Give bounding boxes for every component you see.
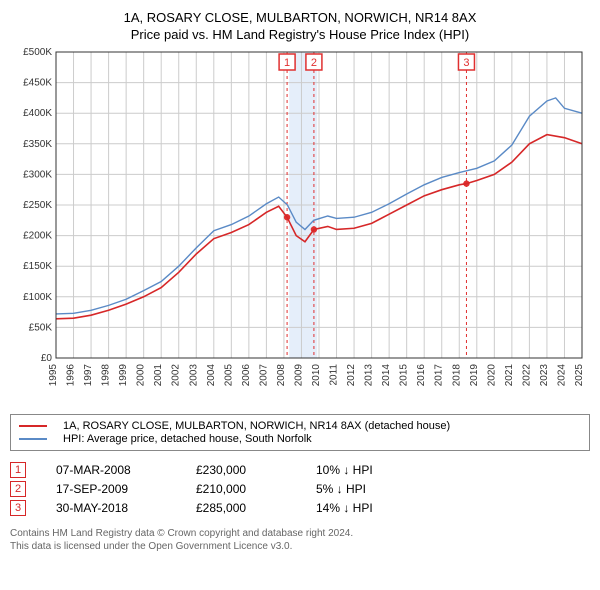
svg-text:2005: 2005 [223, 364, 234, 387]
legend-label: 1A, ROSARY CLOSE, MULBARTON, NORWICH, NR… [63, 420, 450, 432]
svg-text:2019: 2019 [469, 364, 480, 387]
svg-text:1998: 1998 [101, 364, 112, 387]
svg-text:£400K: £400K [23, 108, 52, 119]
event-date: 17-SEP-2009 [56, 482, 166, 496]
svg-text:£100K: £100K [23, 292, 52, 303]
event-row: 2 17-SEP-2009 £210,000 5% ↓ HPI [10, 481, 590, 497]
svg-text:2018: 2018 [451, 364, 462, 387]
svg-text:2010: 2010 [311, 364, 322, 387]
event-price: £230,000 [196, 463, 286, 477]
svg-text:£150K: £150K [23, 261, 52, 272]
event-marker: 3 [10, 500, 26, 516]
event-delta: 10% ↓ HPI [316, 463, 436, 477]
svg-text:£0: £0 [41, 353, 53, 364]
footer-line-1: Contains HM Land Registry data © Crown c… [10, 527, 590, 540]
svg-text:£500K: £500K [23, 48, 52, 58]
svg-text:2021: 2021 [504, 364, 515, 387]
event-price: £210,000 [196, 482, 286, 496]
svg-text:2003: 2003 [188, 364, 199, 387]
svg-text:1997: 1997 [83, 364, 94, 387]
svg-text:2007: 2007 [258, 364, 269, 387]
legend-label: HPI: Average price, detached house, Sout… [63, 433, 312, 445]
svg-text:2025: 2025 [574, 364, 585, 387]
svg-text:2001: 2001 [153, 364, 164, 387]
svg-text:£300K: £300K [23, 169, 52, 180]
title-line-2: Price paid vs. HM Land Registry's House … [10, 27, 590, 42]
svg-text:1996: 1996 [66, 364, 77, 387]
svg-text:2014: 2014 [381, 364, 392, 387]
svg-text:2011: 2011 [329, 364, 340, 386]
attribution-footer: Contains HM Land Registry data © Crown c… [10, 527, 590, 553]
svg-text:2022: 2022 [521, 364, 532, 387]
event-row: 1 07-MAR-2008 £230,000 10% ↓ HPI [10, 462, 590, 478]
legend: 1A, ROSARY CLOSE, MULBARTON, NORWICH, NR… [10, 414, 590, 451]
event-marker: 1 [10, 462, 26, 478]
svg-text:2008: 2008 [276, 364, 287, 387]
svg-text:2004: 2004 [206, 364, 217, 387]
svg-text:2000: 2000 [136, 364, 147, 387]
svg-text:£200K: £200K [23, 231, 52, 242]
svg-text:2020: 2020 [486, 364, 497, 387]
event-delta: 14% ↓ HPI [316, 501, 436, 515]
event-marker: 2 [10, 481, 26, 497]
svg-text:2006: 2006 [241, 364, 252, 387]
svg-text:1: 1 [284, 57, 290, 69]
events-table: 1 07-MAR-2008 £230,000 10% ↓ HPI 2 17-SEP-200… [10, 459, 590, 519]
svg-text:2023: 2023 [539, 364, 550, 387]
svg-text:2013: 2013 [364, 364, 375, 387]
svg-text:2016: 2016 [416, 364, 427, 387]
event-price: £285,000 [196, 501, 286, 515]
svg-text:1999: 1999 [118, 364, 129, 387]
svg-text:2017: 2017 [434, 364, 445, 387]
svg-text:2015: 2015 [399, 364, 410, 387]
chart-titles: 1A, ROSARY CLOSE, MULBARTON, NORWICH, NR… [10, 8, 590, 48]
svg-text:3: 3 [463, 57, 469, 69]
legend-row: HPI: Average price, detached house, Sout… [19, 433, 581, 445]
event-row: 3 30-MAY-2018 £285,000 14% ↓ HPI [10, 500, 590, 516]
event-date: 30-MAY-2018 [56, 501, 166, 515]
legend-row: 1A, ROSARY CLOSE, MULBARTON, NORWICH, NR… [19, 420, 581, 432]
svg-text:2012: 2012 [346, 364, 357, 387]
chart-area: £0 £50K £100K £150K £200K £250K £300K £350K £400… [10, 48, 590, 408]
legend-swatch [19, 438, 47, 440]
svg-text:2002: 2002 [171, 364, 182, 387]
svg-text:£250K: £250K [23, 200, 52, 211]
line-chart: £0 £50K £100K £150K £200K £250K £300K £350K £400… [10, 48, 590, 408]
svg-text:£50K: £50K [29, 322, 53, 333]
svg-text:£450K: £450K [23, 78, 52, 89]
legend-swatch [19, 425, 47, 427]
svg-text:2009: 2009 [293, 364, 304, 387]
svg-text:2: 2 [311, 57, 317, 69]
svg-text:£350K: £350K [23, 139, 52, 150]
footer-line-2: This data is licensed under the Open Gov… [10, 540, 590, 553]
title-line-1: 1A, ROSARY CLOSE, MULBARTON, NORWICH, NR… [10, 10, 590, 25]
svg-text:2024: 2024 [556, 364, 567, 387]
event-date: 07-MAR-2008 [56, 463, 166, 477]
svg-text:1995: 1995 [48, 364, 59, 387]
event-delta: 5% ↓ HPI [316, 482, 436, 496]
